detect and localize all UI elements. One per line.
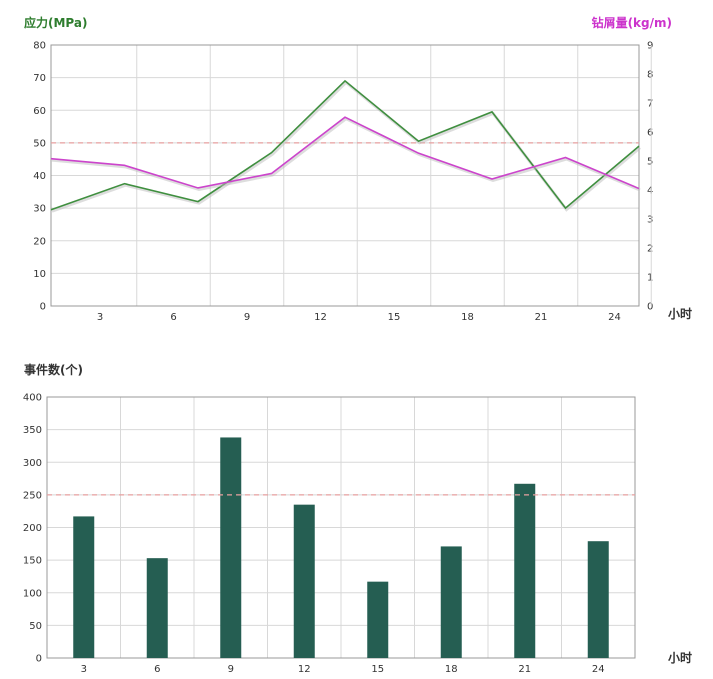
y-right-tick-label: 9 [647, 41, 653, 52]
y-left-axis-label: 应力(MPa) [24, 15, 87, 30]
y-right-tick-label: 0 [647, 302, 653, 313]
y-left-tick-label: 20 [33, 236, 46, 247]
y-right-tick-label: 8 [647, 70, 653, 81]
plot-frame [50, 44, 640, 307]
y-tick-label: 50 [29, 621, 42, 632]
y-axis-label: 事件数(个) [24, 362, 83, 377]
events-chart-svg: 事件数(个) 小时 0 50 100 150 200 250 300 350 400 3 6 9 12 1… [23, 362, 692, 675]
y-left-tick-label: 10 [33, 269, 46, 280]
plot-frame [46, 396, 636, 659]
bar [146, 558, 168, 658]
y-left-tick-label: 50 [33, 138, 46, 149]
y-tick-label: 200 [23, 523, 42, 534]
x-tick-label: 24 [608, 312, 621, 323]
y-right-tick-label: 2 [647, 244, 653, 255]
y-right-axis-label: 钻屑量(kg/m) [592, 15, 672, 30]
y-tick-label: 300 [23, 458, 42, 469]
bar [73, 516, 95, 658]
series-line-shadow [51, 80, 641, 213]
x-axis-label: 小时 [668, 306, 692, 321]
x-tick-label: 3 [81, 664, 87, 675]
x-tick-label: 3 [97, 312, 103, 323]
bar [514, 483, 536, 658]
y-left-tick-label: 30 [33, 204, 46, 215]
y-left-tick-label: 70 [33, 73, 46, 84]
y-right-tick-label: 3 [647, 215, 653, 226]
y-right-tick-label: 7 [647, 99, 653, 110]
bar [293, 504, 315, 658]
series-line-shadow [51, 116, 641, 192]
x-tick-label: 12 [298, 664, 311, 675]
x-tick-label: 9 [228, 664, 234, 675]
x-axis-label: 小时 [668, 650, 692, 665]
y-tick-label: 400 [23, 393, 42, 404]
y-right-tick-label: 4 [647, 186, 653, 197]
x-tick-label: 21 [518, 664, 531, 675]
bar [220, 437, 242, 658]
x-tick-label: 9 [244, 312, 250, 323]
stress-series-line [50, 79, 640, 211]
x-tick-label: 21 [535, 312, 548, 323]
y-right-tick-label: 1 [647, 273, 653, 284]
y-tick-label: 100 [23, 588, 42, 599]
y-tick-label: 350 [23, 425, 42, 436]
y-left-tick-label: 80 [33, 41, 46, 52]
y-right-tick-label: 5 [647, 157, 653, 168]
y-left-tick-label: 40 [33, 171, 46, 182]
y-left-tick-label: 0 [40, 302, 46, 313]
x-tick-label: 15 [388, 312, 401, 323]
stress-drill-chart: 应力(MPa) 钻屑量(kg/m) 小时 0 10 20 30 40 50 60 70 80 0 1… [24, 15, 692, 323]
y-tick-label: 150 [23, 556, 42, 567]
x-tick-label: 6 [170, 312, 176, 323]
x-tick-label: 12 [314, 312, 327, 323]
x-tick-label: 24 [592, 664, 605, 675]
x-tick-label: 6 [154, 664, 160, 675]
y-left-tick-label: 60 [33, 106, 46, 117]
events-chart: 事件数(个) 小时 0 50 100 150 200 250 300 350 400 3 6 9 12 1… [0, 340, 713, 679]
bar [367, 581, 389, 658]
bar [440, 546, 462, 658]
y-tick-label: 250 [23, 490, 42, 501]
bar [587, 541, 609, 658]
x-tick-label: 15 [371, 664, 384, 675]
stress-drill-chart-svg: 应力(MPa) 钻屑量(kg/m) 小时 0 10 20 30 40 50 60 70 80 0 1… [24, 15, 692, 323]
x-tick-label: 18 [445, 664, 458, 675]
drill-series-line [50, 116, 640, 190]
y-tick-label: 0 [36, 654, 42, 665]
x-tick-label: 18 [461, 312, 474, 323]
y-right-tick-label: 6 [647, 128, 653, 139]
